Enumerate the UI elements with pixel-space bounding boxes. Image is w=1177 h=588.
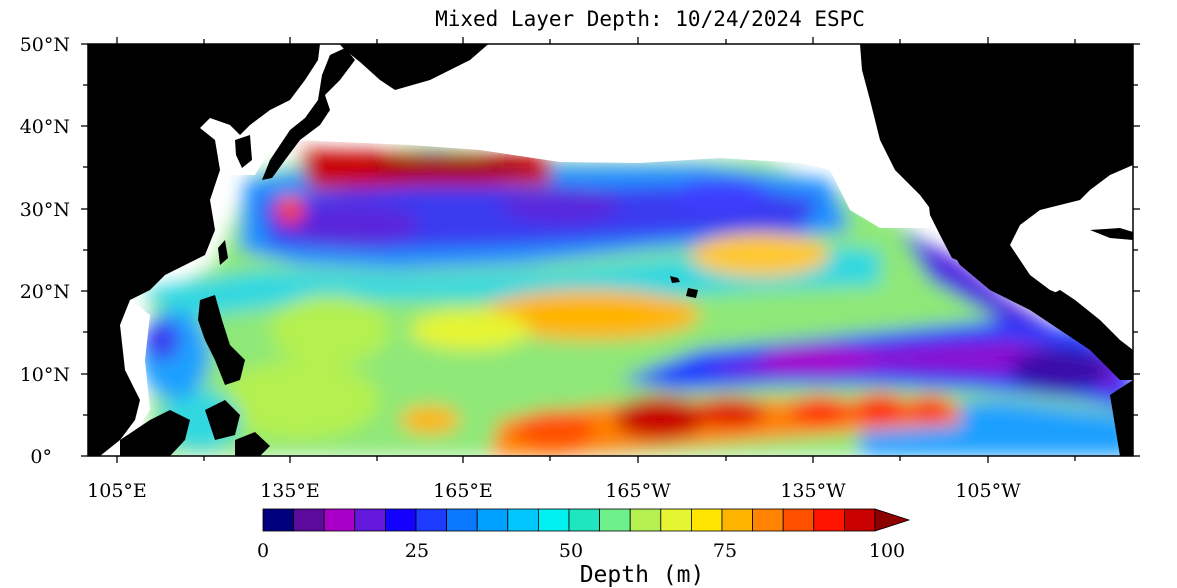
colorbar-extend-arrow bbox=[874, 508, 911, 532]
nodata-gulf bbox=[1000, 210, 1133, 360]
colorbar-swatch bbox=[476, 508, 509, 532]
colorbar-swatch bbox=[721, 508, 754, 532]
lon-label: 135°W bbox=[780, 480, 846, 502]
colorbar-tick-label: 25 bbox=[405, 540, 429, 562]
colorbar-swatch bbox=[507, 508, 539, 532]
colorbar-swatch bbox=[568, 508, 601, 532]
colorbar-swatch bbox=[813, 508, 845, 532]
colorbar-tick-label: 100 bbox=[869, 540, 905, 562]
colorbar-swatch bbox=[293, 508, 325, 532]
land bbox=[88, 44, 1133, 456]
lat-label: 30°N bbox=[20, 199, 70, 221]
colorbar-tick-label: 50 bbox=[559, 540, 583, 562]
longitude-labels: 105°E 135°E 165°E 165°W 135°W 105°W bbox=[87, 480, 1021, 502]
colorbar-swatch bbox=[262, 508, 295, 532]
colorbar-swatch bbox=[752, 508, 784, 532]
colorbar-unit-label: Depth (m) bbox=[580, 562, 705, 588]
colorbar-swatch bbox=[384, 508, 417, 532]
colorbar-swatch bbox=[691, 508, 723, 532]
nodata-north bbox=[300, 44, 930, 228]
colorbar-swatch bbox=[446, 508, 478, 532]
colorbar-swatch bbox=[354, 508, 386, 532]
lon-label: 165°W bbox=[605, 480, 671, 502]
lon-label: 165°E bbox=[433, 480, 493, 502]
colorbar-swatch bbox=[660, 508, 692, 532]
lon-label: 105°W bbox=[955, 480, 1021, 502]
lat-label: 10°N bbox=[20, 364, 70, 386]
colorbar-swatch bbox=[844, 508, 876, 532]
colorbar-ticks: 0 25 50 75 100 bbox=[257, 540, 905, 562]
mld-field bbox=[140, 145, 1132, 456]
colorbar-swatch bbox=[538, 508, 570, 532]
map-area bbox=[88, 44, 1133, 456]
colorbar-swatch bbox=[782, 508, 815, 532]
lon-label: 135°E bbox=[260, 480, 320, 502]
colorbar-tick-label: 0 bbox=[257, 540, 269, 562]
colorbar-swatch bbox=[629, 508, 662, 532]
plot-title: Mixed Layer Depth: 10/24/2024 ESPC bbox=[435, 7, 865, 31]
colorbar-swatch bbox=[323, 508, 356, 532]
axis-ticks bbox=[81, 37, 1140, 463]
lat-label: 0° bbox=[30, 446, 52, 468]
lat-label: 20°N bbox=[20, 281, 70, 303]
lon-label: 105°E bbox=[87, 480, 147, 502]
lat-label: 40°N bbox=[20, 116, 70, 138]
colorbar-swatch bbox=[599, 508, 631, 532]
lat-label: 50°N bbox=[20, 34, 70, 56]
colorbar bbox=[262, 508, 911, 532]
colorbar-tick-label: 75 bbox=[713, 540, 737, 562]
colorbar-swatch bbox=[415, 508, 448, 532]
latitude-labels: 50°N 40°N 30°N 20°N 10°N 0° bbox=[20, 34, 70, 468]
